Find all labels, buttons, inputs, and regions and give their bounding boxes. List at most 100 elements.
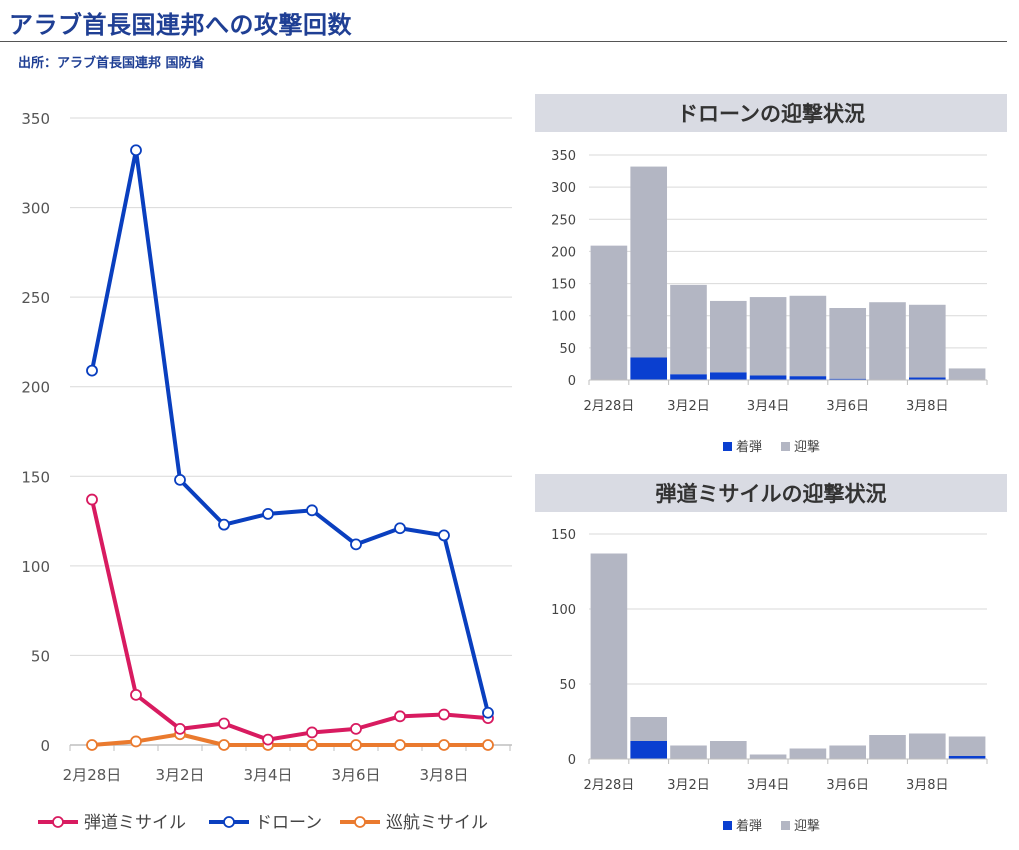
legend-label: 迎撃 [794, 439, 820, 455]
bar-segment [829, 378, 867, 380]
data-point [130, 735, 142, 748]
bar-segment [948, 368, 986, 380]
data-point [262, 508, 274, 520]
bar-segment [630, 357, 668, 380]
data-point [86, 364, 98, 377]
data-point [350, 722, 362, 735]
x-tick-label: 3月2日 [667, 778, 710, 793]
bar-segment [789, 376, 827, 380]
x-tick-label: 2月28日 [583, 778, 634, 793]
x-tick-label: 3月4日 [243, 766, 292, 784]
y-tick-label: 300 [21, 200, 50, 218]
data-point [350, 538, 362, 551]
y-tick-label: 50 [31, 647, 50, 665]
bar-segment [670, 745, 707, 759]
data-point [86, 739, 98, 751]
bar-segment [709, 300, 747, 373]
bar-segment [789, 295, 827, 377]
x-tick-label: 2月28日 [63, 766, 122, 784]
data-point [438, 739, 450, 751]
bar-segment [829, 745, 867, 759]
data-point [394, 739, 406, 751]
y-tick-label: 150 [551, 278, 576, 293]
y-tick-label: 50 [559, 678, 576, 693]
bar-segment [630, 741, 668, 759]
legend-swatch [781, 821, 790, 830]
title-rule [0, 41, 1007, 42]
panel-title: ドローンの迎撃状況 [677, 102, 865, 126]
data-point [438, 708, 450, 721]
bar-segment [908, 304, 946, 378]
panel-header [535, 94, 1007, 132]
bar-segment [709, 741, 747, 759]
legend-label: 着弾 [736, 818, 762, 834]
y-tick-label: 100 [551, 603, 576, 618]
data-point [262, 733, 274, 746]
data-point [174, 473, 186, 486]
data-point [218, 717, 230, 730]
legend-label: 迎撃 [794, 818, 820, 834]
y-tick-label: 0 [40, 737, 50, 755]
legend-swatch-marker [52, 816, 64, 828]
bar-segment [749, 297, 787, 376]
y-tick-label: 250 [551, 213, 576, 228]
bar-segment [789, 748, 827, 759]
bar-segment [630, 717, 668, 741]
bar-segment [670, 284, 707, 375]
legend-swatch [781, 442, 790, 451]
y-tick-label: 0 [568, 753, 576, 768]
legend-swatch-marker [354, 816, 366, 828]
x-tick-label: 3月2日 [155, 766, 204, 784]
y-tick-label: 150 [551, 528, 576, 543]
bar-segment [948, 736, 986, 756]
page-title: アラブ首長国連邦への攻撃回数 [9, 11, 352, 39]
x-tick-label: 3月8日 [906, 399, 949, 414]
y-tick-label: 0 [568, 374, 576, 389]
bar-segment [869, 735, 906, 759]
drone-intercept-chart: ドローンの迎撃状況 0 50 100 150 200 250 300 350 2月28日 3月2日 3… [535, 94, 1007, 455]
y-tick-label: 250 [21, 289, 50, 307]
legend-swatch [723, 442, 732, 451]
panel-title: 弾道ミサイルの迎撃状況 [656, 482, 887, 506]
bar-segment [948, 756, 986, 759]
x-tick-label: 3月6日 [826, 399, 869, 414]
y-tick-label: 300 [551, 181, 576, 196]
data-point [86, 493, 98, 506]
source-note: 出所：アラブ首長国連邦 国防省 [18, 56, 205, 71]
data-point [306, 739, 318, 751]
line-chart: 0 50 100 150 200 250 300 350 2月28日 3月2日 3月4日 3月6日 3月… [21, 110, 512, 833]
y-tick-label: 350 [21, 110, 50, 128]
bar-segment [908, 733, 946, 759]
legend-swatch [723, 821, 732, 830]
x-tick-label: 3月2日 [667, 399, 710, 414]
series-line [90, 499, 489, 742]
x-tick-label: 3月8日 [419, 766, 468, 784]
panel-header [535, 474, 1007, 512]
x-tick-label: 3月4日 [747, 778, 790, 793]
legend-label: 巡航ミサイル [386, 813, 488, 833]
x-tick-label: 3月4日 [747, 399, 790, 414]
y-tick-label: 100 [551, 310, 576, 325]
data-point [438, 529, 450, 542]
x-tick-label: 3月6日 [331, 766, 380, 784]
data-point [482, 739, 494, 751]
y-tick-label: 200 [21, 379, 50, 397]
bar-segment [749, 754, 787, 759]
series-line [91, 732, 488, 747]
legend-swatch-marker [223, 816, 235, 828]
data-point [350, 739, 362, 751]
x-tick-label: 2月28日 [583, 399, 634, 414]
bar-segment [709, 372, 747, 380]
legend-label: 着弾 [736, 439, 762, 455]
bar-segment [590, 553, 628, 759]
legend-label: ドローン [255, 813, 322, 833]
bar-segment [630, 166, 668, 358]
data-point [218, 518, 230, 531]
bar-segment [829, 308, 867, 379]
data-point [394, 522, 406, 535]
y-tick-label: 150 [21, 468, 50, 486]
data-point [218, 739, 230, 751]
y-tick-label: 50 [559, 342, 576, 357]
data-point [306, 726, 318, 739]
